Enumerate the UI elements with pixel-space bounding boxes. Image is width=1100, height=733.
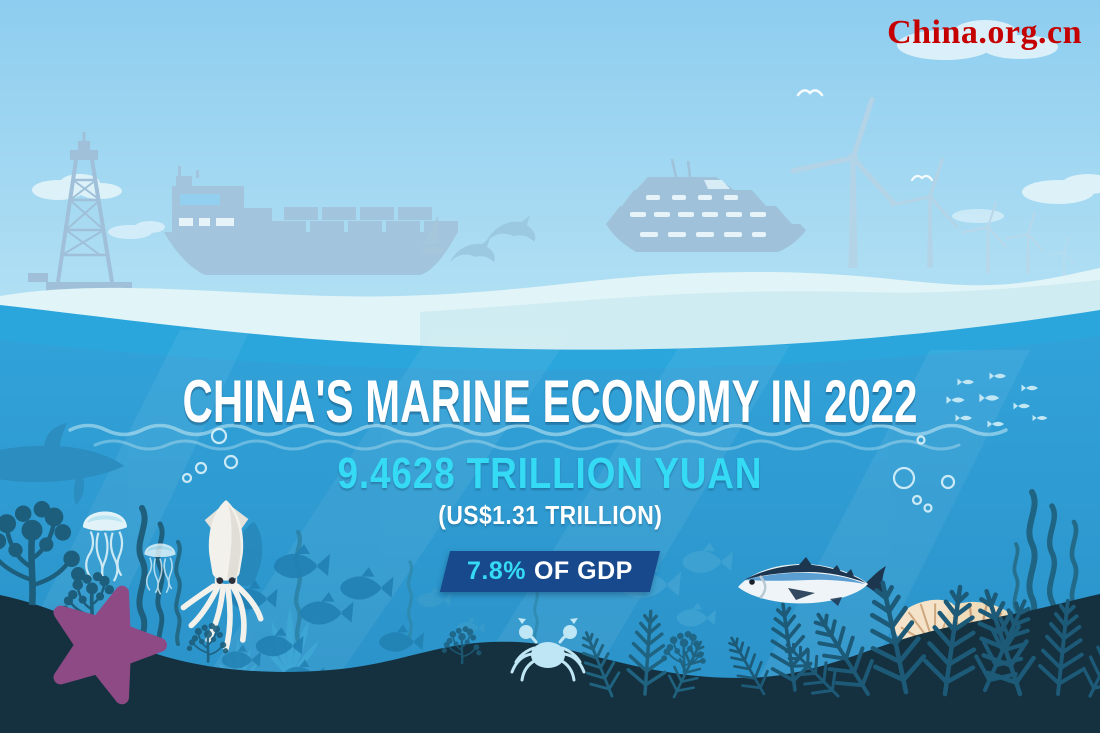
gdp-label: OF GDP [534,557,633,585]
seagulls [796,89,934,182]
marine-economy-value: 9.4628 TRILLION YUAN [337,449,763,498]
gdp-badge-row: 7.8% OF GDP [0,551,1100,592]
usd-equivalent: (US$1.31 TRILLION) [437,500,663,530]
wavy-lines [68,423,1008,451]
container-ship [164,166,458,275]
dolphin-icon [450,238,495,262]
headline-value-line: 9.4628 TRILLION YUAN [0,452,1100,496]
page-title: CHINA'S MARINE ECONOMY IN 2022 [182,368,918,435]
gdp-percent: 7.8% [467,557,527,585]
starfish [53,585,167,705]
site-logo: China.org.cn [887,14,1082,51]
cruise-ship [606,158,806,252]
dolphins [450,215,536,262]
containers [272,207,458,232]
gdp-share-badge: 7.8% OF GDP [439,551,661,592]
crab [510,618,586,682]
shark [0,423,124,505]
tuna-fish [738,557,886,606]
seagull-icon [910,174,934,182]
dolphin-icon [486,215,536,242]
sailboat [420,216,446,254]
infographic-headline: CHINA'S MARINE ECONOMY IN 2022 [0,372,1100,432]
bubbles [181,427,956,513]
seagull-icon [796,89,824,97]
squid [180,500,264,652]
usd-equivalent-line: (US$1.31 TRILLION) [0,502,1100,529]
